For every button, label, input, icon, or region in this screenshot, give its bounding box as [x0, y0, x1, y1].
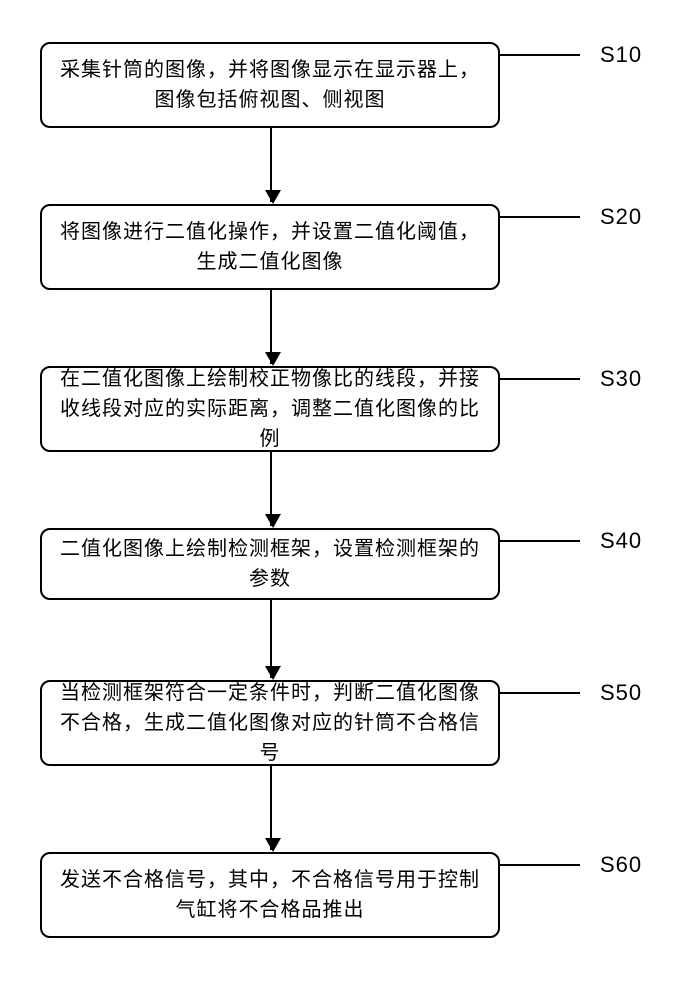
- flow-node-text: 采集针筒的图像，并将图像显示在显示器上，图像包括俯视图、侧视图: [58, 55, 482, 115]
- flow-node-s10: 采集针筒的图像，并将图像显示在显示器上，图像包括俯视图、侧视图: [40, 42, 500, 128]
- edge-s30-s40: [270, 452, 272, 526]
- flow-node-text: 二值化图像上绘制检测框架，设置检测框架的参数: [58, 534, 482, 594]
- step-label-s30: S30: [600, 366, 642, 392]
- leader-line-s50: [500, 692, 580, 694]
- leader-line-s60: [500, 864, 580, 866]
- step-label-s20: S20: [600, 204, 642, 230]
- flowchart-canvas: 采集针筒的图像，并将图像显示在显示器上，图像包括俯视图、侧视图 S10 将图像进行二…: [0, 0, 694, 1000]
- step-label-s60: S60: [600, 852, 642, 878]
- edge-s10-s20: [270, 128, 272, 202]
- edge-s50-s60: [270, 766, 272, 850]
- leader-line-s20: [500, 216, 580, 218]
- step-label-s10: S10: [600, 42, 642, 68]
- edge-s20-s30: [270, 290, 272, 364]
- leader-line-s40: [500, 540, 580, 542]
- step-label-s50: S50: [600, 680, 642, 706]
- leader-line-s10: [500, 54, 580, 56]
- edge-s40-s50: [270, 600, 272, 678]
- step-label-s40: S40: [600, 528, 642, 554]
- leader-line-s30: [500, 378, 580, 380]
- flow-node-text: 当检测框架符合一定条件时，判断二值化图像不合格，生成二值化图像对应的针筒不合格信…: [58, 678, 482, 768]
- flow-node-s30: 在二值化图像上绘制校正物像比的线段，并接收线段对应的实际距离，调整二值化图像的比…: [40, 366, 500, 452]
- flow-node-s20: 将图像进行二值化操作，并设置二值化阈值，生成二值化图像: [40, 204, 500, 290]
- flow-node-text: 发送不合格信号，其中，不合格信号用于控制气缸将不合格品推出: [58, 865, 482, 925]
- flow-node-text: 在二值化图像上绘制校正物像比的线段，并接收线段对应的实际距离，调整二值化图像的比…: [58, 364, 482, 454]
- flow-node-text: 将图像进行二值化操作，并设置二值化阈值，生成二值化图像: [58, 217, 482, 277]
- flow-node-s50: 当检测框架符合一定条件时，判断二值化图像不合格，生成二值化图像对应的针筒不合格信…: [40, 680, 500, 766]
- flow-node-s60: 发送不合格信号，其中，不合格信号用于控制气缸将不合格品推出: [40, 852, 500, 938]
- flow-node-s40: 二值化图像上绘制检测框架，设置检测框架的参数: [40, 528, 500, 600]
